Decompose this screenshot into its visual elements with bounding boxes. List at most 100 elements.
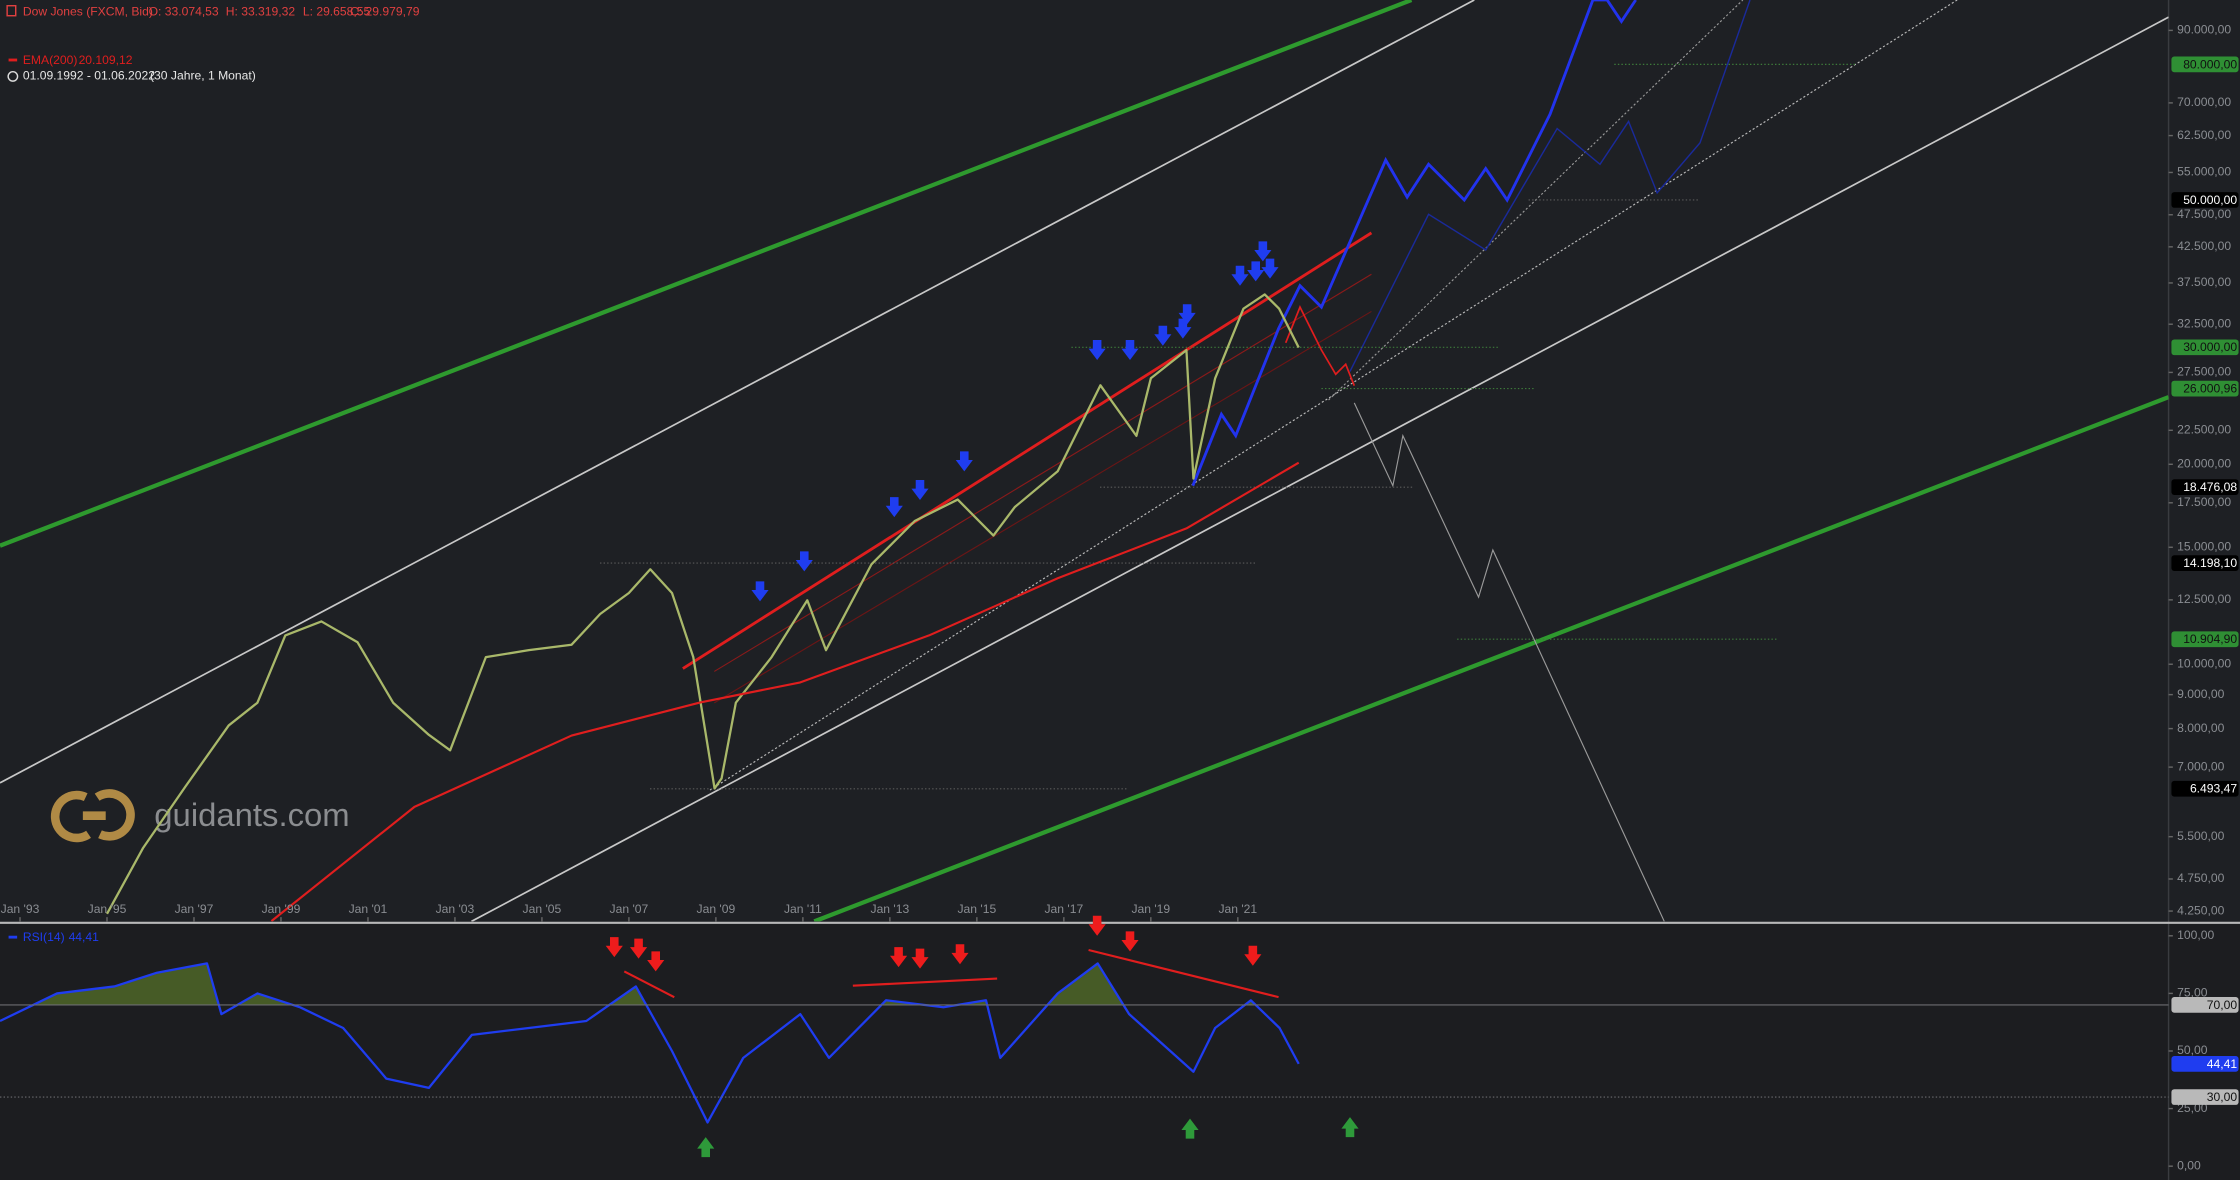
y-tick-label: 8.000,00 — [2177, 721, 2224, 735]
level-box — [2171, 479, 2239, 495]
rsi-plot — [0, 962, 1300, 1124]
x-tick-label: Jan '95 — [88, 902, 127, 916]
down-arrow — [1261, 258, 1279, 279]
y-tick-label: 9.000,00 — [2177, 687, 2224, 701]
y-tick-label: 32.500,00 — [2177, 316, 2231, 330]
down-arrow — [885, 497, 903, 518]
x-tick-label: Jan '11 — [784, 902, 822, 916]
y-tick-label: 50,00 — [2177, 1043, 2208, 1057]
y-tick-label: 90.000,00 — [2177, 23, 2231, 37]
series-line — [270, 461, 1300, 922]
level-box — [2171, 339, 2239, 356]
divergence-line — [623, 970, 675, 999]
y-tick-label: 7.000,00 — [2177, 759, 2224, 773]
trend-line — [0, 0, 1475, 784]
date-range: 01.09.1992 - 01.06.2022 — [23, 69, 155, 83]
projection — [1349, 0, 1751, 372]
x-tick-label: Jan '01 — [349, 902, 388, 916]
down-arrow — [795, 551, 813, 572]
down-arrow — [911, 480, 929, 500]
header: Dow Jones (FXCM, Bid) O: 33.074,53 H: 33… — [6, 4, 420, 944]
y-tick-label: 10.000,00 — [2177, 656, 2231, 670]
fill-group — [0, 963, 1299, 1005]
level-box — [2171, 192, 2239, 208]
x-tick-label: Jan '09 — [697, 902, 736, 916]
rsi-drawings — [623, 948, 1279, 999]
y-tick-label: 4.250,00 — [2177, 903, 2224, 917]
down-arrow — [955, 451, 973, 472]
trend-channel — [813, 395, 2169, 922]
down-arrow — [1088, 915, 1106, 936]
down-arrow — [1178, 304, 1196, 325]
y-tick-label: 20.000,00 — [2177, 456, 2231, 470]
x-tick-label: Jan '19 — [1131, 902, 1170, 916]
divergence-line — [1088, 948, 1279, 999]
y-tick-label: 12.500,00 — [2177, 592, 2231, 606]
icon — [6, 5, 17, 17]
y-tick-label: 75,00 — [2177, 986, 2208, 1000]
down-arrow — [1088, 340, 1106, 360]
y-tick-label: 15.000,00 — [2177, 539, 2231, 553]
projection — [1284, 305, 1356, 387]
level-label: 70,00 — [2207, 998, 2238, 1012]
ohlc: C: 29.979,79 — [350, 4, 420, 18]
legend-label: EMA(200) — [23, 53, 78, 67]
x-tick-label: Jan '05 — [523, 902, 562, 916]
watermark-text: guidants.com — [154, 796, 349, 833]
logo — [50, 789, 135, 843]
y-tick-label: 5.500,00 — [2177, 829, 2224, 843]
up-arrow — [697, 1137, 715, 1158]
trend-line — [471, 16, 2169, 922]
projection — [1353, 402, 1665, 922]
trend-line — [713, 310, 1372, 704]
ohlc: O: 33.074,53 — [149, 4, 219, 18]
y-tick-label: 4.750,00 — [2177, 871, 2224, 885]
down-arrow — [951, 944, 969, 965]
x-tick-label: Jan '99 — [262, 902, 301, 916]
down-arrow — [1121, 340, 1139, 360]
level-box — [2171, 555, 2239, 571]
current-label: 44,41 — [2207, 1057, 2238, 1071]
down-arrow — [1231, 265, 1249, 286]
instrument: Dow Jones (FXCM, Bid) — [23, 4, 153, 18]
y-tick-label: 42.500,00 — [2177, 239, 2231, 253]
legend-value: 20.109,12 — [79, 53, 133, 67]
down-arrow — [1244, 945, 1262, 966]
date-span: (30 Jahre, 1 Monat) — [150, 69, 256, 83]
level-label: 80.000,00 — [2183, 57, 2237, 71]
price-plot — [105, 63, 1858, 922]
level-box — [2171, 780, 2239, 797]
level-label: 30.000,00 — [2183, 340, 2237, 354]
drawings — [0, 0, 2169, 922]
overbought-fill — [0, 963, 1299, 1005]
down-arrow — [890, 947, 908, 968]
series-line — [0, 962, 1300, 1124]
trend-channel — [0, 0, 1413, 548]
x-tick-label: Jan '15 — [957, 902, 996, 916]
down-arrow — [647, 951, 665, 972]
ohlc: H: 33.319,32 — [226, 4, 296, 18]
trend-line — [713, 273, 1372, 672]
legend-label: RSI(14) — [23, 930, 65, 944]
level-box — [2171, 631, 2239, 648]
level-label: 18.476,08 — [2183, 480, 2237, 494]
level-box — [2171, 380, 2239, 397]
legend-value: 44,41 — [69, 930, 100, 944]
x-tick-label: Jan '97 — [175, 902, 214, 916]
down-arrow — [1254, 241, 1272, 262]
y-tick-label: 22.500,00 — [2177, 423, 2231, 437]
up-arrow — [1341, 1117, 1359, 1138]
y-tick-label: 100,00 — [2177, 928, 2214, 942]
down-arrow — [1121, 931, 1139, 952]
projection — [1191, 0, 1637, 487]
y-tick-label: 37.500,00 — [2177, 275, 2231, 289]
current-box — [2171, 1056, 2239, 1072]
level-box — [2171, 56, 2239, 73]
y-tick-label: 17.500,00 — [2177, 495, 2231, 509]
x-tick-label: Jan '21 — [1218, 902, 1257, 916]
x-tick-label: Jan '13 — [871, 902, 910, 916]
down-arrow — [911, 948, 929, 969]
clock-icon — [7, 71, 19, 82]
down-arrow — [1154, 325, 1172, 346]
x-tick-label: Jan '07 — [610, 902, 649, 916]
